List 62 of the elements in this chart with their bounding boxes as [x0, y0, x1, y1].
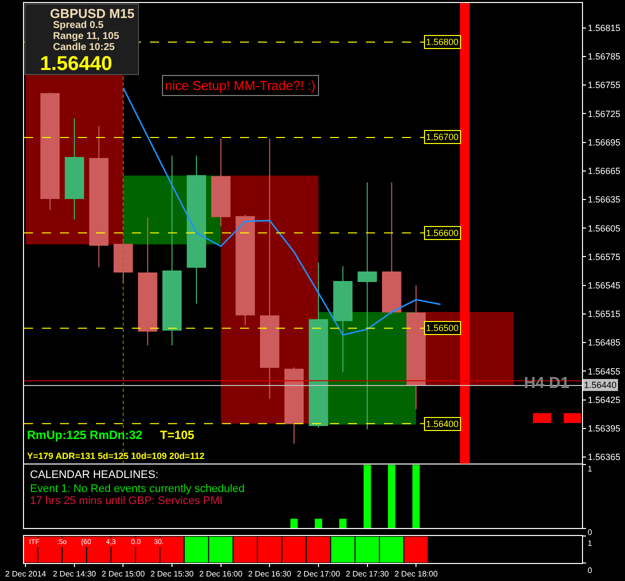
- y-tick-label: 1.56575: [588, 252, 620, 262]
- x-tick-label: 2 Dec 15:00: [102, 570, 146, 579]
- candlestick: [382, 182, 402, 314]
- x-tick-label: 2 Dec 17:00: [296, 570, 341, 579]
- y-tick-label: 1.56545: [588, 280, 620, 290]
- candlestick: [236, 214, 255, 326]
- candlestick: [358, 182, 377, 430]
- y-tick-label: 1.56785: [588, 52, 620, 62]
- y-tick-label: 1.56485: [588, 338, 620, 348]
- annotation: Range 11, 105: [53, 31, 120, 42]
- candlestick: [40, 92, 60, 210]
- x-tick-label: 2 Dec 17:30: [346, 570, 390, 579]
- annotation: Candle 10:25: [53, 42, 116, 53]
- annotation: 17 hrs 25 mins until GBP: Services PMI: [30, 495, 223, 507]
- y-tick-label: 1: [588, 538, 593, 548]
- x-tick-label: 2 Dec 16:30: [248, 570, 292, 579]
- candlestick: [211, 138, 230, 227]
- y-tick-label: 1.56725: [588, 108, 620, 119]
- y-tick-label: 1: [588, 464, 593, 474]
- ref-line-label: 1.56440: [584, 380, 617, 390]
- candlestick: [186, 155, 206, 304]
- ref-line-label: 1.56500: [426, 323, 459, 333]
- x-tick-label: 2 Dec 2014: [5, 570, 47, 579]
- y-tick-label: 1.56695: [588, 137, 620, 148]
- annotation: GBPUSD M15: [50, 6, 135, 21]
- annotation: RmUp:125 RmDn:32: [27, 428, 143, 442]
- x-tick-label: 2 Dec 16:00: [199, 570, 243, 579]
- y-tick-label: 1.56815: [588, 22, 620, 33]
- y-tick-label: 1.56425: [588, 394, 620, 405]
- ref-line-label: 1.56700: [426, 132, 459, 142]
- annotation: 1.56440: [40, 53, 112, 75]
- y-tick-label: 1.56455: [588, 366, 620, 376]
- candlestick: [308, 262, 328, 428]
- candlestick: [138, 217, 158, 346]
- x-tick-label: 2 Dec 15:30: [150, 570, 194, 579]
- x-tick-label: 2 Dec 14:30: [52, 570, 97, 579]
- annotation: nice Setup! MM-Trade?! :): [165, 78, 316, 93]
- y-tick-label: 1.56395: [588, 424, 620, 434]
- y-tick-label: 1.56365: [588, 452, 620, 462]
- y-tick-label: 1.56755: [588, 80, 620, 90]
- y-tick-label: 1.56635: [588, 194, 620, 205]
- annotation: Y=179 ADR=131 5d=125 10d=109 20d=112: [27, 451, 205, 461]
- candlestick: [333, 266, 353, 373]
- annotation: Spread 0.5: [53, 20, 104, 31]
- ref-line-label: 1.56400: [426, 419, 459, 429]
- y-tick-label: 0: [588, 528, 593, 538]
- ref-line-label: 1.56800: [426, 37, 459, 47]
- y-tick-label: 1.56605: [588, 223, 620, 234]
- y-tick-label: 0: [588, 566, 593, 575]
- candlestick: [406, 284, 426, 410]
- y-tick-label: 1.56515: [588, 309, 620, 320]
- y-tick-label: 1.56665: [588, 166, 620, 176]
- candlestick: [64, 118, 84, 220]
- candlestick: [284, 366, 304, 444]
- x-tick-label: 2 Dec 18:00: [394, 570, 438, 579]
- candlestick: [162, 155, 182, 346]
- candlestick: [260, 138, 280, 400]
- candlestick: [89, 126, 108, 268]
- ref-line-label: 1.56600: [426, 228, 459, 238]
- annotation: CALENDAR HEADLINES:: [30, 469, 158, 481]
- annotation: Event 1: No Red events currently scheduled: [30, 483, 245, 495]
- annotation: T=105: [160, 428, 195, 442]
